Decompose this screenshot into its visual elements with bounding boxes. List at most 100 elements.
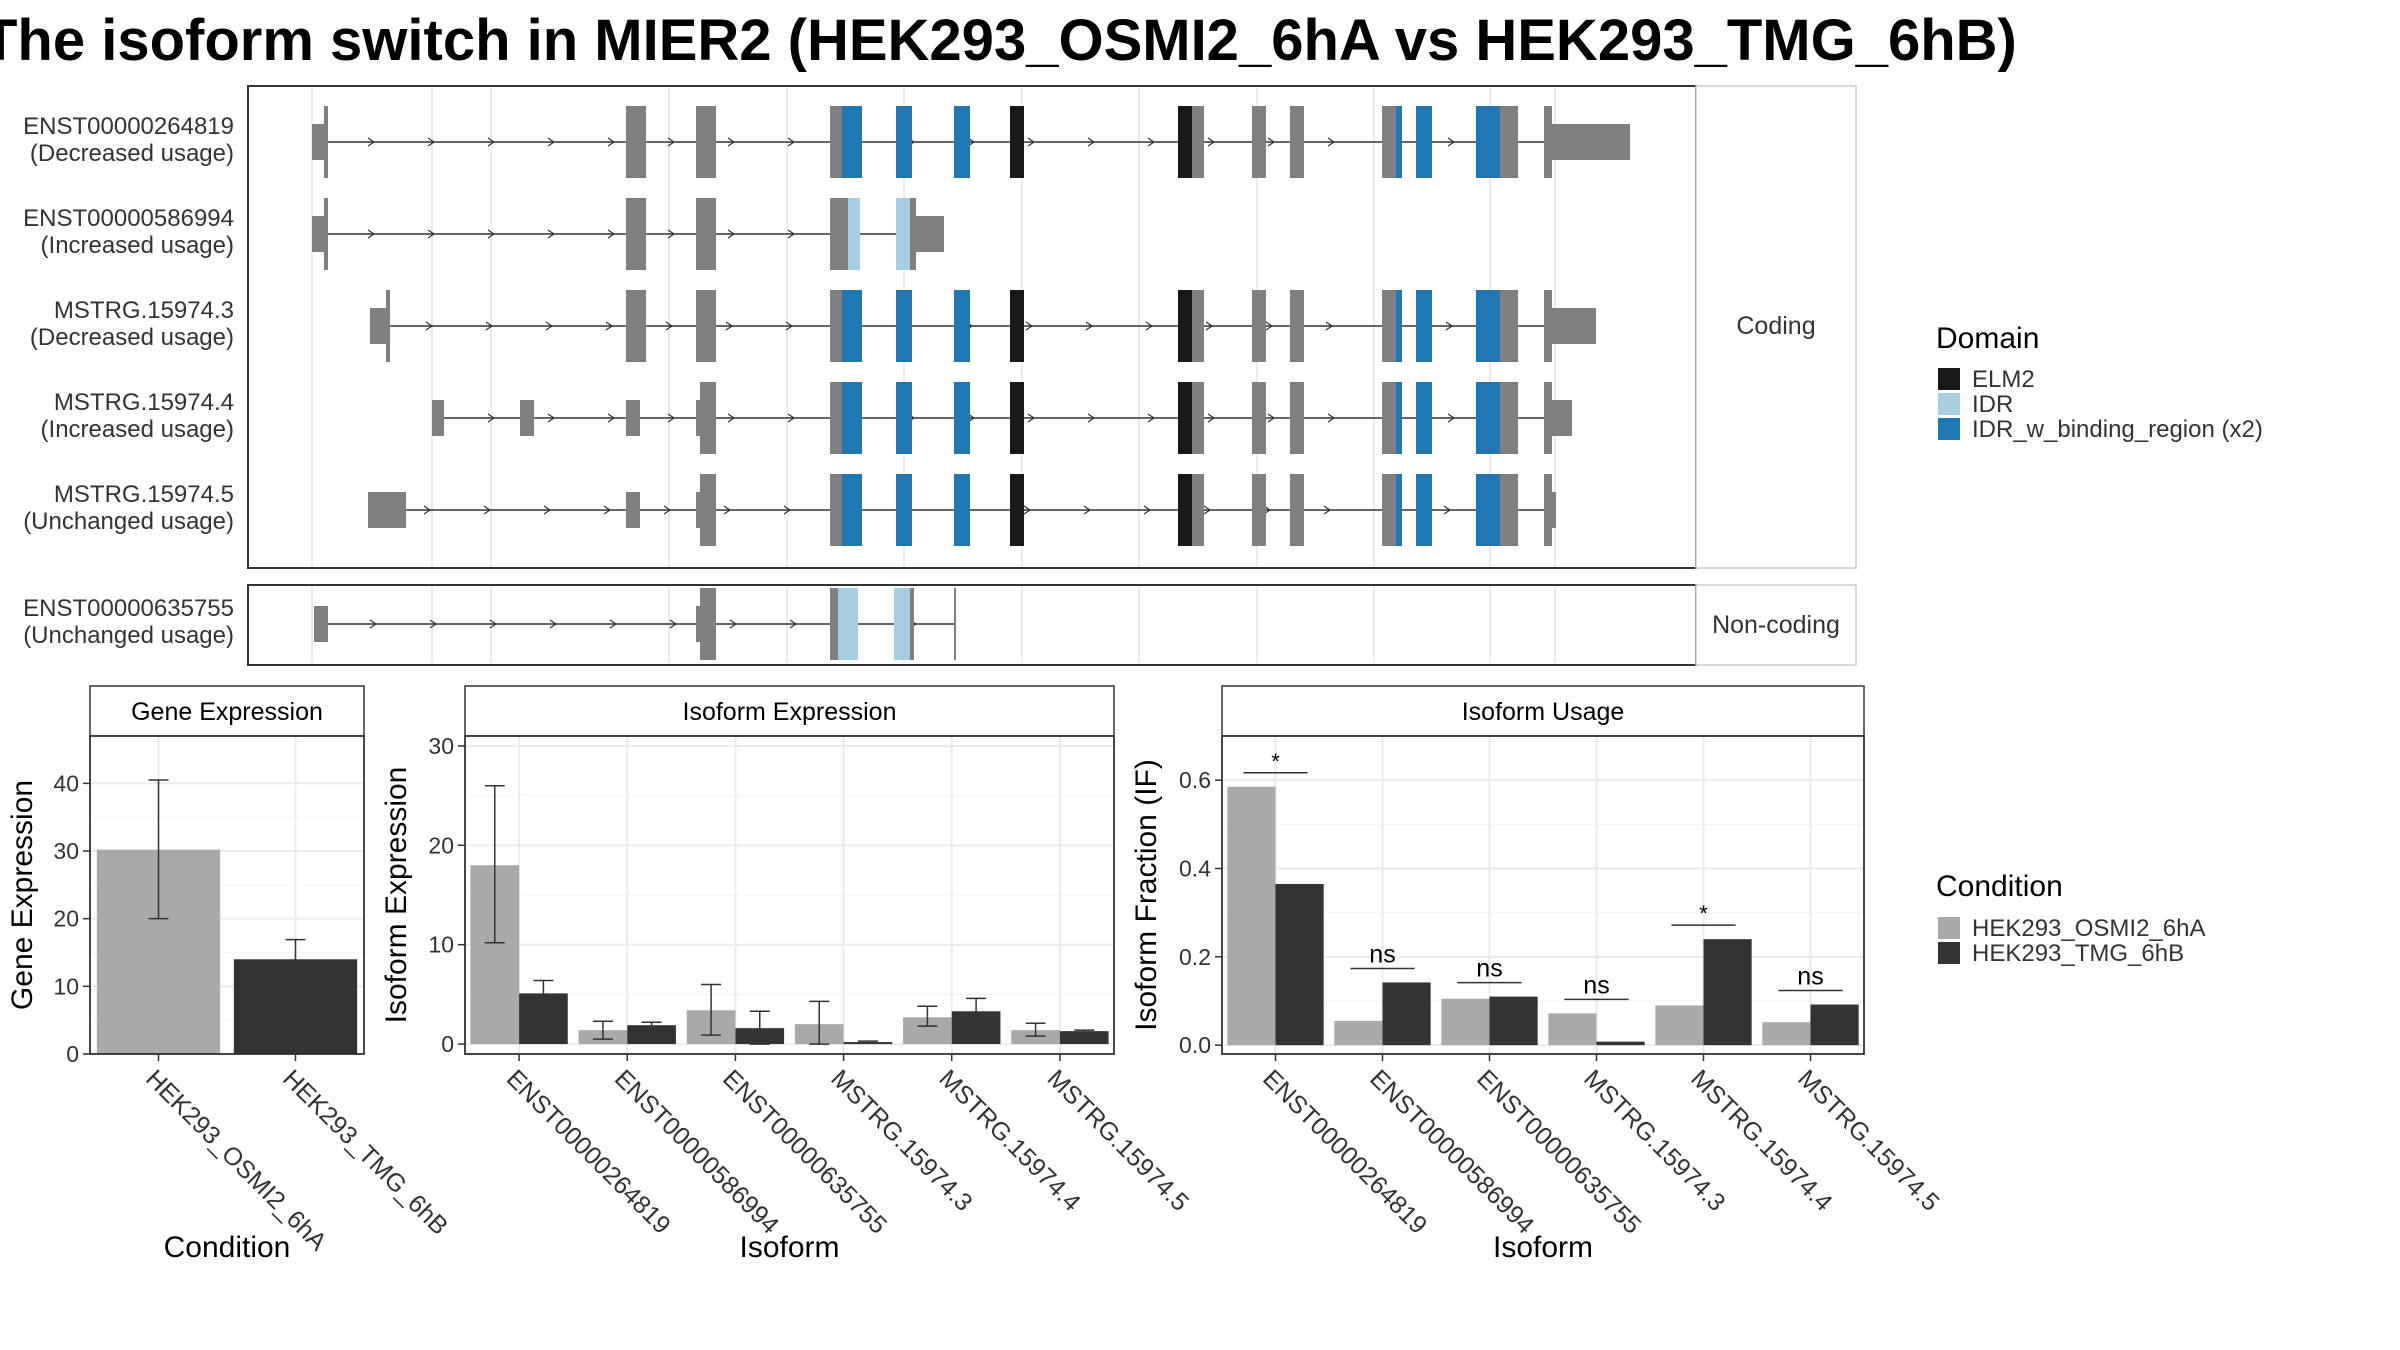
domain-legend-label: IDR_w_binding_region (x2)	[1972, 416, 2263, 443]
intron-arrow	[487, 137, 496, 147]
intron-arrow	[723, 505, 732, 515]
intron-arrow	[1445, 321, 1454, 331]
significance-label: ns	[1797, 963, 1823, 991]
exon-idr-binding-domain	[842, 106, 862, 178]
exon	[954, 588, 956, 660]
intron-arrow	[487, 413, 496, 423]
exon-idr-binding-domain	[1396, 106, 1402, 178]
intron-arrow	[1087, 137, 1096, 147]
bar	[1441, 998, 1490, 1046]
intron-arrow	[545, 321, 554, 331]
isoform-usage-panel: Isoform Usage*nsnsns*ns0.00.20.40.6ENST0…	[1130, 685, 1945, 1264]
intron-arrow	[427, 137, 436, 147]
intron-arrow	[729, 619, 738, 629]
exon-idr-binding-domain	[954, 106, 970, 178]
bar	[627, 1025, 676, 1045]
intron-arrow	[1083, 505, 1092, 515]
intron-arrow	[1267, 413, 1276, 423]
intron-arrow	[789, 619, 798, 629]
isoform-usage-label: (Increased usage)	[41, 232, 234, 259]
exon	[324, 198, 328, 270]
x-axis-title: Isoform	[1493, 1231, 1593, 1264]
y-tick-label: 40	[53, 770, 79, 796]
y-axis-title: Gene Expression	[6, 780, 39, 1010]
condition-legend-label: HEK293_TMG_6hB	[1972, 940, 2184, 967]
intron-arrow	[787, 413, 796, 423]
intron-arrow	[1267, 137, 1276, 147]
bar	[1489, 996, 1538, 1046]
exon	[1252, 382, 1266, 454]
domain-legend-label: ELM2	[1972, 366, 2035, 393]
exon	[830, 198, 848, 270]
exon	[1552, 124, 1630, 160]
intron-arrow	[667, 229, 676, 239]
exon-elm2-domain	[1178, 106, 1192, 178]
intron-arrow	[605, 321, 614, 331]
intron-arrow	[547, 229, 556, 239]
bar	[1059, 1031, 1109, 1045]
intron-arrow	[783, 505, 792, 515]
significance-label: ns	[1369, 940, 1395, 968]
exon-idr-binding-domain	[842, 474, 862, 546]
exon	[1290, 290, 1304, 362]
condition-legend-title: Condition	[1936, 870, 2063, 903]
exon	[1552, 308, 1596, 344]
exon-idr-binding-domain	[1476, 474, 1500, 546]
intron-arrow	[1327, 413, 1336, 423]
intron-arrow	[609, 619, 618, 629]
exon-elm2-domain	[1010, 382, 1024, 454]
domain-legend-label: IDR	[1972, 391, 2013, 418]
y-tick-label: 0.0	[1179, 1032, 1211, 1058]
intron-arrow	[487, 229, 496, 239]
panel-strip-title: Isoform Expression	[683, 698, 897, 726]
exon	[1544, 382, 1552, 454]
intron-arrow	[1147, 413, 1156, 423]
domain-legend-swatch	[1938, 418, 1960, 440]
exon	[910, 198, 916, 270]
panel-strip-title: Isoform Usage	[1462, 698, 1625, 726]
exon-idr-binding-domain	[1416, 382, 1432, 454]
exon	[1290, 474, 1304, 546]
exon	[1500, 474, 1518, 546]
exon	[314, 606, 328, 642]
y-tick-label: 20	[428, 832, 454, 858]
bar	[1227, 786, 1276, 1046]
panel-border	[89, 735, 365, 1055]
exon	[696, 106, 716, 178]
intron-arrow	[1143, 505, 1152, 515]
exon	[1252, 474, 1266, 546]
panel-border	[1221, 735, 1865, 1055]
intron-arrow	[1145, 321, 1154, 331]
coding-panel-frame	[247, 85, 1697, 569]
bar	[1810, 1004, 1859, 1046]
panel-strip	[464, 685, 1115, 737]
exon	[324, 106, 328, 178]
isoform-expression-panel: Isoform Expression0102030ENST00000264819…	[380, 685, 1194, 1264]
bar	[1548, 1013, 1597, 1046]
bar	[1703, 939, 1752, 1046]
intron-arrow	[669, 619, 678, 629]
y-tick-label: 10	[428, 932, 454, 958]
y-tick-label: 0	[66, 1041, 79, 1067]
isoform-usage-label: (Decreased usage)	[30, 140, 234, 167]
intron-arrow	[603, 505, 612, 515]
figure-title: The isoform switch in MIER2 (HEK293_OSMI…	[0, 8, 2017, 73]
exon-idr-binding-domain	[954, 382, 970, 454]
y-axis-title: Isoform Fraction (IF)	[1130, 759, 1163, 1031]
exon-idr-binding-domain	[1396, 474, 1402, 546]
intron-arrow	[1205, 321, 1214, 331]
noncoding-strip	[1695, 584, 1857, 666]
intron-arrow	[547, 137, 556, 147]
panel-strip-title: Gene Expression	[131, 698, 323, 726]
intron-arrow	[667, 137, 676, 147]
exon	[432, 400, 444, 436]
exon	[830, 106, 842, 178]
exon	[1192, 106, 1204, 178]
intron-arrow	[1443, 505, 1452, 515]
exon	[1192, 382, 1204, 454]
exon	[1382, 382, 1396, 454]
exon	[370, 308, 386, 344]
isoform-usage-label: (Unchanged usage)	[23, 622, 234, 649]
